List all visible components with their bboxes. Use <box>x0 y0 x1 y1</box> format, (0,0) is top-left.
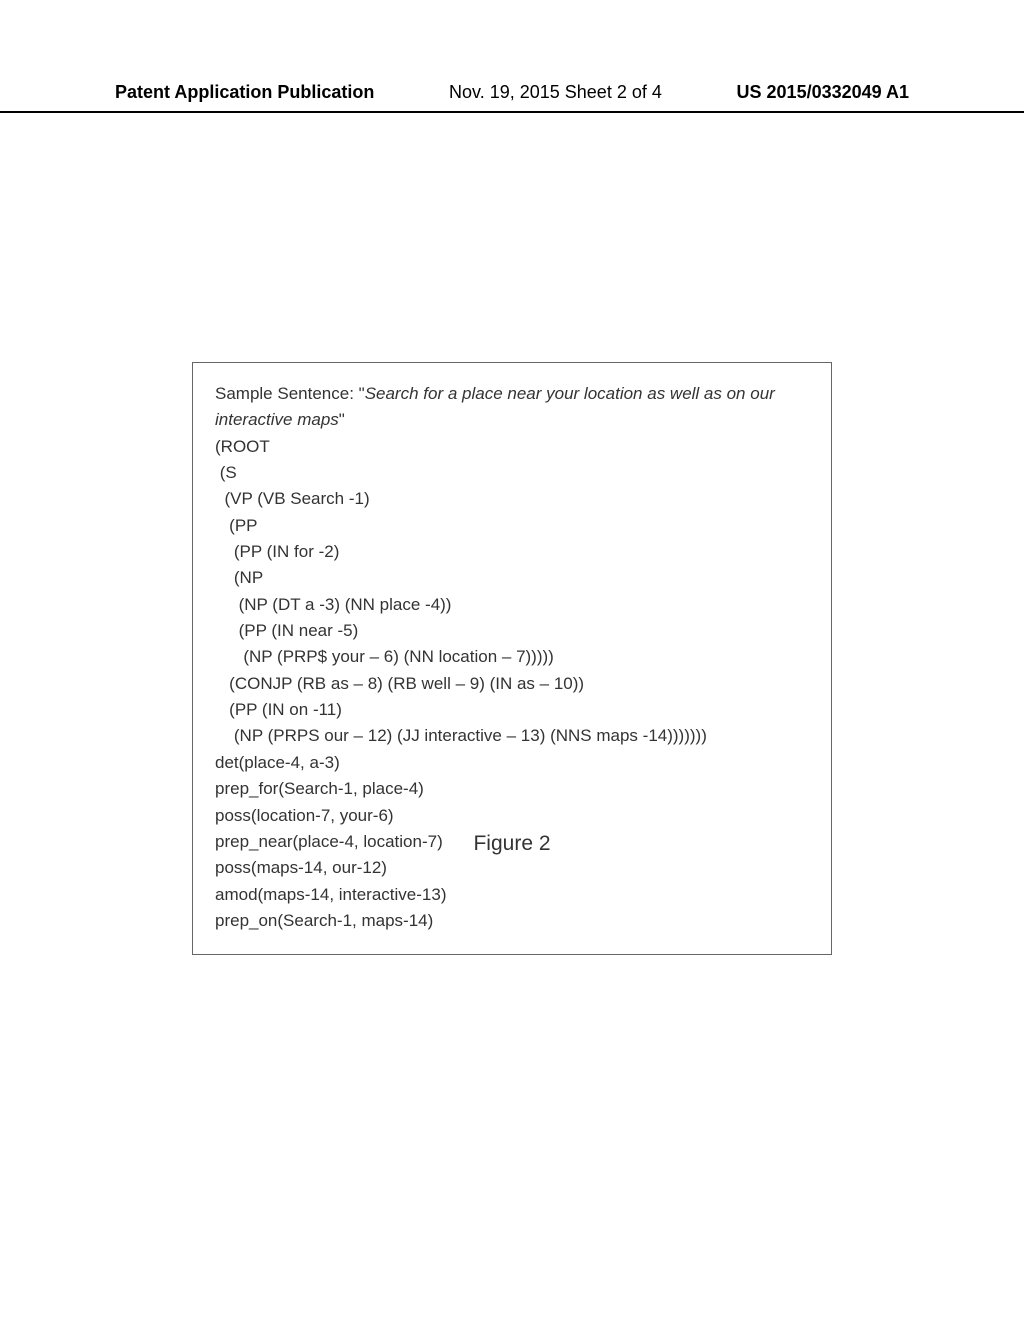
sample-sentence-line: Sample Sentence: "Search for a place nea… <box>215 381 809 434</box>
parse-tree-block: (ROOT (S (VP (VB Search -1) (PP (PP (IN … <box>215 434 809 750</box>
page-header: Patent Application Publication Nov. 19, … <box>0 82 1024 113</box>
dependency-line: amod(maps-14, interactive-13) <box>215 882 809 908</box>
dependency-line: det(place-4, a-3) <box>215 750 809 776</box>
header-date-sheet: Nov. 19, 2015 Sheet 2 of 4 <box>449 82 662 103</box>
dependency-line: poss(location-7, your-6) <box>215 803 809 829</box>
header-patent-number: US 2015/0332049 A1 <box>737 82 909 103</box>
dependency-line: prep_for(Search-1, place-4) <box>215 776 809 802</box>
dependency-line: prep_on(Search-1, maps-14) <box>215 908 809 934</box>
dependency-line: poss(maps-14, our-12) <box>215 855 809 881</box>
sample-sentence-label: Sample Sentence: " <box>215 384 365 403</box>
sample-sentence-close: " <box>339 410 345 429</box>
header-publication-label: Patent Application Publication <box>115 82 374 103</box>
figure-caption: Figure 2 <box>0 832 1024 856</box>
figure-content-box: Sample Sentence: "Search for a place nea… <box>192 362 832 955</box>
